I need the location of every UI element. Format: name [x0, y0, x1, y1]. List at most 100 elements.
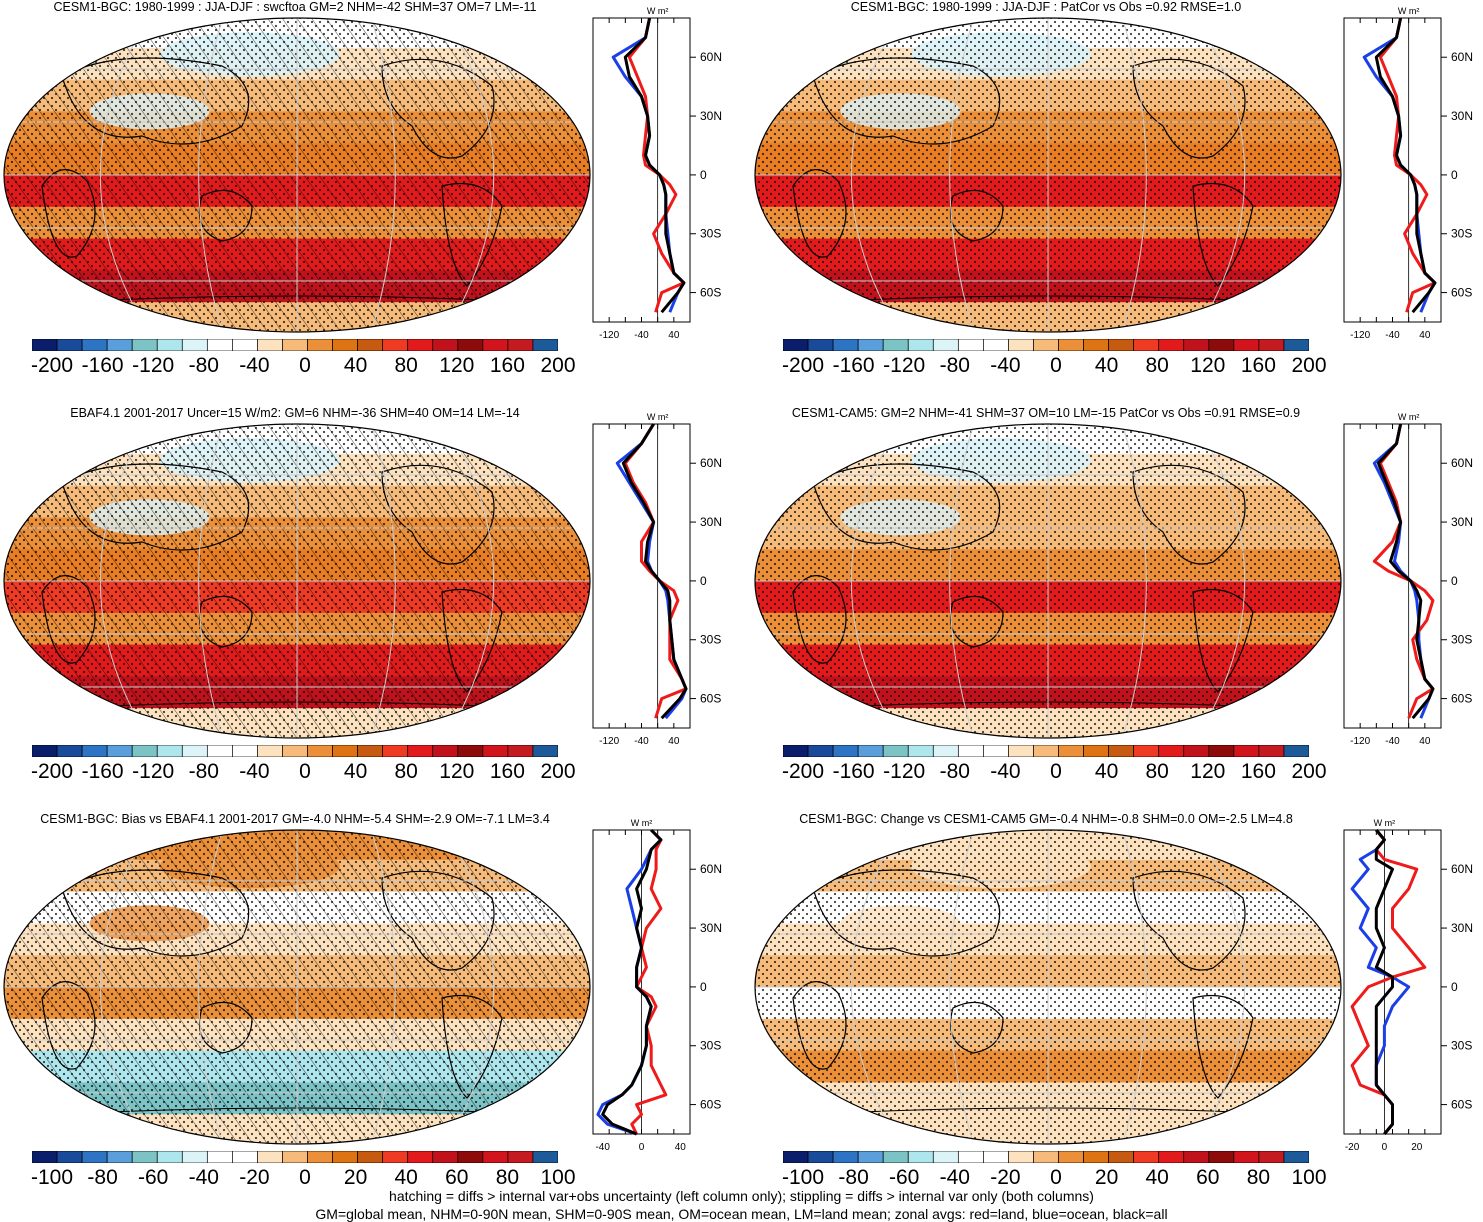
- colorbar-tick-label: 0: [299, 354, 311, 377]
- lat-tick-label: 0: [700, 168, 707, 182]
- lat-tick-label: 30S: [1451, 633, 1472, 647]
- colorbar-tick-label: 120: [439, 760, 475, 783]
- graticule-line: [850, 424, 901, 738]
- colorbar-swatch: [532, 744, 559, 758]
- colorbar-tick-label: 40: [394, 1166, 418, 1189]
- colorbar-tick-label: 40: [1094, 354, 1119, 377]
- colorbar-labels: -200 -160 -120 -80 -40 0 40 80 120 160 200: [771, 760, 1327, 786]
- colorbar-swatch: [1283, 338, 1310, 352]
- colorbar-swatch: [1158, 1150, 1185, 1164]
- value-tick-label: -40: [595, 1142, 610, 1153]
- colorbar-swatch: [257, 338, 283, 352]
- colorbar-swatch: [332, 1150, 358, 1164]
- colorbar-swatch: [932, 1150, 959, 1164]
- colorbar-tick-label: 160: [489, 354, 525, 377]
- colorbar-swatch: [181, 1150, 208, 1164]
- map-border: [3, 423, 591, 739]
- colorbar-swatch: [857, 338, 884, 352]
- colorbar-swatch: [31, 338, 58, 352]
- colorbar-tick-label: -80: [939, 354, 970, 377]
- colorbar-tick-label: -200: [781, 354, 825, 377]
- lat-tick-label: 30S: [1451, 227, 1472, 241]
- colorbar-tick-label: 60: [1196, 1166, 1220, 1189]
- value-tick-label: 0: [639, 1142, 645, 1153]
- colorbar-svg: [782, 338, 1310, 352]
- panel-change: CESM1-BGC: Change vs CESM1-CAM5 GM=-0.4 …: [751, 812, 1483, 1202]
- world-map: [753, 422, 1343, 740]
- lat-tick-label: 60N: [700, 456, 722, 470]
- zonal-mean-plot: W m² 60N 30N 0 30S 60S -120 -40 40: [1339, 410, 1483, 756]
- graticule-line: [370, 18, 396, 332]
- colorbar: [782, 1150, 1310, 1168]
- lat-tick-label: 30S: [700, 633, 721, 647]
- colorbar-tick-label: 40: [1094, 760, 1119, 783]
- all-line: [623, 17, 686, 314]
- value-tick-label: 0: [1382, 1142, 1388, 1153]
- colorbar-swatch: [1183, 338, 1210, 352]
- colorbar-swatch: [181, 744, 208, 758]
- zonal-units-label: W m²: [1398, 6, 1420, 16]
- colorbar-swatch: [1258, 338, 1285, 352]
- lat-tick-label: 30N: [1451, 109, 1473, 123]
- colorbar-svg: [782, 1150, 1310, 1164]
- colorbar-tick-label: 200: [540, 760, 576, 783]
- map-field: [4, 424, 590, 738]
- graticule-line: [1121, 18, 1147, 332]
- colorbar-tick-label: 40: [1145, 1166, 1169, 1189]
- colorbar-swatch: [407, 338, 434, 352]
- colorbar: [31, 1150, 559, 1168]
- value-tick-label: 20: [1411, 1142, 1423, 1153]
- colorbar-swatch: [857, 1150, 884, 1164]
- colorbar-swatch: [332, 338, 358, 352]
- panel-title: CESM1-BGC: Change vs CESM1-CAM5 GM=-0.4 …: [799, 812, 1293, 826]
- colorbar-swatch: [1108, 338, 1135, 352]
- colorbar: [31, 338, 559, 356]
- graticule-line: [370, 424, 396, 738]
- colorbar-swatch: [56, 338, 83, 352]
- colorbar-swatch: [382, 1150, 409, 1164]
- colorbar-swatch: [1058, 1150, 1084, 1164]
- colorbar-swatch: [1108, 1150, 1135, 1164]
- colorbar-swatch: [482, 744, 509, 758]
- colorbar-tick-label: 200: [540, 354, 576, 377]
- map-svg: [3, 17, 591, 333]
- colorbar-swatch: [156, 1150, 183, 1164]
- colorbar-swatch: [457, 338, 484, 352]
- colorbar-swatch: [857, 744, 884, 758]
- colorbar-svg: [31, 744, 559, 758]
- graticule-line: [949, 424, 975, 738]
- graticule-line: [850, 830, 901, 1144]
- graticule-line: [99, 18, 150, 332]
- colorbar-swatch: [807, 338, 834, 352]
- colorbar-tick-label: -40: [188, 1166, 219, 1189]
- colorbar-swatch: [482, 338, 509, 352]
- panel-cam5: CESM1-CAM5: GM=2 NHM=-41 SHM=37 OM=10 LM…: [751, 406, 1483, 796]
- colorbar-swatch: [31, 744, 58, 758]
- all-line: [1374, 829, 1394, 1135]
- land-line: [623, 423, 688, 719]
- colorbar-tick-label: 80: [1145, 354, 1169, 377]
- colorbar-tick-label: -200: [30, 354, 74, 377]
- colorbar-swatch: [206, 338, 233, 352]
- graticule-line: [1195, 18, 1246, 332]
- colorbar: [782, 744, 1310, 762]
- colorbar-swatch: [156, 744, 183, 758]
- colorbar-swatch: [382, 338, 409, 352]
- lat-tick-label: 60S: [1451, 1098, 1472, 1112]
- colorbar-swatch: [206, 744, 233, 758]
- colorbar-swatch: [1108, 744, 1135, 758]
- colorbar-swatch: [131, 338, 158, 352]
- colorbar-swatch: [131, 1150, 158, 1164]
- colorbar-swatch: [232, 1150, 258, 1164]
- graticule-line: [1195, 830, 1246, 1144]
- colorbar-swatch: [1283, 744, 1310, 758]
- colorbar-swatch: [1258, 744, 1285, 758]
- colorbar-swatch: [257, 1150, 283, 1164]
- colorbar-tick-label: 100: [540, 1166, 576, 1189]
- value-tick-label: -120: [1350, 330, 1370, 341]
- colorbar-swatch: [507, 744, 534, 758]
- colorbar-labels: -100 -80 -60 -40 -20 0 20 40 60 80 100: [771, 1166, 1327, 1192]
- colorbar-tick-label: 0: [299, 760, 311, 783]
- land-line: [1378, 17, 1437, 313]
- colorbar-swatch: [1258, 1150, 1285, 1164]
